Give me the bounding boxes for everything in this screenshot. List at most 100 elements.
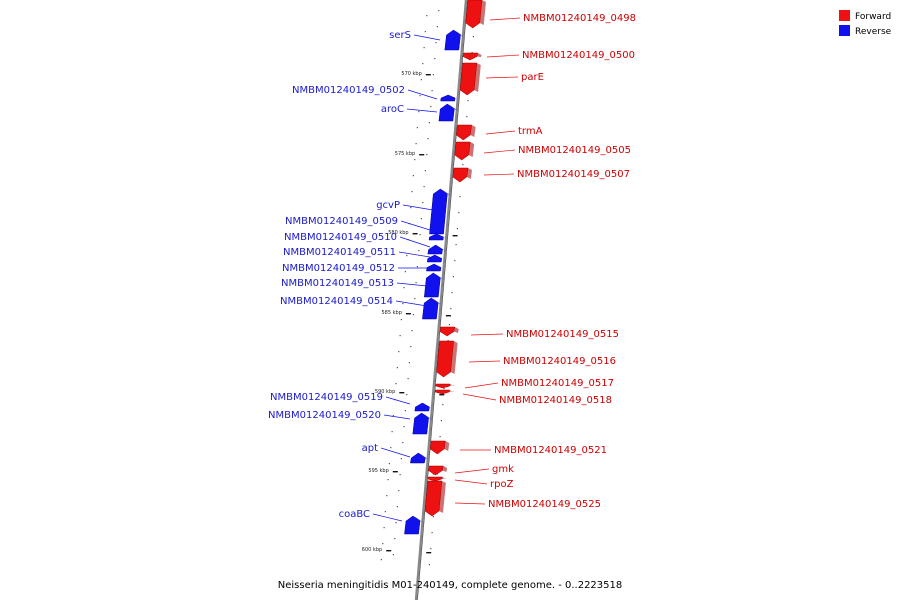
track-dot [390, 447, 392, 449]
track-dot [432, 516, 434, 518]
track-dot [422, 63, 424, 65]
feature-NMBM01240149_0513[interactable]: NMBM01240149_0513 [281, 272, 445, 298]
feature-leader [454, 479, 488, 485]
track-dot [400, 319, 402, 321]
feature-arrow [428, 465, 444, 476]
feature-NMBM01240149_0505[interactable]: NMBM01240149_0505 [454, 141, 631, 161]
feature-NMBM01240149_0517[interactable]: NMBM01240149_0517 [435, 378, 614, 389]
feature-NMBM01240149_0509[interactable]: NMBM01240149_0509 [285, 216, 448, 241]
legend: Forward Reverse [839, 10, 892, 37]
feature-aroC[interactable]: aroC [381, 103, 459, 122]
track-dot [384, 511, 386, 513]
feature-leader [372, 513, 403, 522]
feature-parE[interactable]: parE [459, 62, 544, 96]
feature-leader [398, 251, 431, 258]
track-dot [426, 15, 428, 17]
feature-gcvP[interactable]: gcvP [376, 188, 452, 235]
feature-shade [435, 245, 447, 252]
feature-arrow [404, 515, 421, 535]
feature-label: NMBM01240149_0521 [494, 445, 607, 456]
feature-shade [449, 384, 454, 386]
tick-label: 580 kbp [388, 230, 408, 236]
feature-shade [421, 413, 433, 420]
track-dot [414, 159, 416, 161]
feature-trmA[interactable]: trmA [456, 124, 543, 141]
track-dot [395, 522, 397, 524]
track-dot [452, 276, 454, 278]
track-dot [434, 58, 436, 60]
track-dot [394, 538, 396, 540]
feature-NMBM01240149_0520[interactable]: NMBM01240149_0520 [268, 410, 433, 435]
feature-NMBM01240149_0514[interactable]: NMBM01240149_0514 [280, 296, 443, 320]
feature-leader [485, 76, 519, 79]
feature-shade [413, 516, 424, 523]
feature-NMBM01240149_0507[interactable]: NMBM01240149_0507 [452, 167, 630, 183]
feature-NMBM01240149_0511[interactable]: NMBM01240149_0511 [283, 247, 446, 263]
feature-arrow [410, 452, 426, 464]
track-dot [398, 490, 400, 492]
feature-label: NMBM01240149_0500 [522, 50, 635, 61]
track-dot [415, 143, 417, 145]
tick-mark-right [426, 552, 432, 554]
track-dot [412, 314, 414, 316]
tick-label: 575 kbp [395, 151, 415, 157]
legend-forward-label: Forward [855, 12, 891, 22]
legend-reverse-swatch [839, 25, 850, 36]
track-dot [423, 186, 425, 188]
feature-apt[interactable]: apt [362, 443, 430, 464]
feature-NMBM01240149_0515[interactable]: NMBM01240149_0515 [439, 326, 619, 340]
track-dot [447, 340, 449, 342]
feature-arrow [452, 167, 469, 183]
tick-mark-left [386, 550, 392, 552]
feature-label: NMBM01240149_0515 [506, 329, 619, 340]
track-dot [403, 426, 405, 428]
track-dot [414, 298, 416, 300]
feature-NMBM01240149_0521[interactable]: NMBM01240149_0521 [429, 440, 607, 456]
track-dot [418, 250, 420, 252]
track-dot [424, 31, 426, 33]
track-dot [438, 10, 440, 12]
track-dot [422, 202, 424, 204]
feature-NMBM01240149_0519[interactable]: NMBM01240149_0519 [270, 392, 434, 412]
feature-NMBM01240149_0510[interactable]: NMBM01240149_0510 [284, 232, 447, 255]
track-dot [392, 415, 394, 417]
track-dot [423, 47, 425, 49]
feature-NMBM01240149_0502[interactable]: NMBM01240149_0502 [292, 85, 460, 102]
track-dot [399, 335, 401, 337]
feature-arrow [414, 402, 430, 412]
feature-leader [485, 130, 516, 135]
feature-NMBM01240149_0525[interactable]: NMBM01240149_0525 [424, 480, 601, 517]
feature-shade [474, 63, 481, 92]
feature-NMBM01240149_0518[interactable]: NMBM01240149_0518 [434, 389, 612, 406]
track-dot [402, 442, 404, 444]
tick-mark-left [405, 313, 411, 315]
feature-leader [402, 204, 434, 211]
feature-coaBC[interactable]: coaBC [339, 509, 424, 535]
tick-mark-left [419, 154, 425, 156]
tick-mark-left [425, 74, 431, 76]
track-dot [432, 74, 434, 76]
feature-NMBM01240149_0512[interactable]: NMBM01240149_0512 [282, 263, 445, 274]
feature-arrow [434, 389, 450, 395]
feature-leader [413, 34, 441, 41]
feature-NMBM01240149_0516[interactable]: NMBM01240149_0516 [436, 340, 616, 378]
feature-label: parE [521, 72, 544, 83]
feature-NMBM01240149_0498[interactable]: NMBM01240149_0498 [465, 0, 636, 29]
tick-label: 600 kbp [362, 547, 382, 553]
tick-label: 590 kbp [375, 389, 395, 395]
feature-leader [486, 54, 520, 58]
feature-rpoZ[interactable]: rpoZ [427, 476, 514, 490]
feature-leader [380, 447, 411, 458]
track-dot [386, 495, 388, 497]
feature-gmk[interactable]: gmk [428, 464, 514, 476]
feature-shade [441, 477, 447, 479]
feature-arrow [440, 94, 456, 102]
track-dot [472, 36, 474, 38]
feature-label: NMBM01240149_0510 [284, 232, 397, 243]
feature-serS[interactable]: serS [389, 29, 465, 51]
feature-shade [468, 142, 475, 157]
track-dot [456, 228, 458, 230]
feature-label: NMBM01240149_0520 [268, 410, 381, 421]
tick-label: 585 kbp [382, 310, 402, 316]
feature-NMBM01240149_0500[interactable]: NMBM01240149_0500 [462, 50, 635, 61]
